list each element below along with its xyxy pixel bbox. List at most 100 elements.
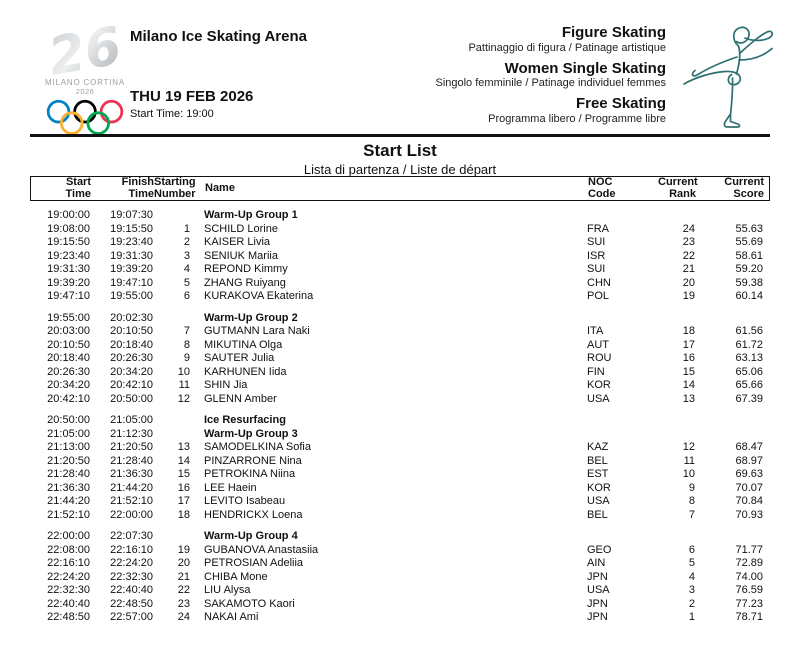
cell-rank: 19 bbox=[682, 290, 695, 302]
skater-row: 19:31:30 19:39:20 4 REPOND Kimmy SUI 21 59.20 bbox=[30, 263, 767, 277]
cell-start: 19:55:00 bbox=[47, 311, 90, 324]
cell-noc: USA bbox=[587, 392, 610, 405]
col-header-name: Name bbox=[205, 181, 235, 194]
page-title: Start List bbox=[363, 141, 437, 160]
cell-finish: 20:26:30 bbox=[110, 352, 153, 364]
cell-score: 76.59 bbox=[735, 584, 763, 596]
cell-number: 16 bbox=[177, 481, 190, 494]
cell-number: 22 bbox=[177, 584, 190, 596]
cell-finish: 21:05:00 bbox=[110, 414, 153, 426]
cell-finish: 22:32:30 bbox=[110, 570, 153, 583]
cell-number: 12 bbox=[177, 392, 190, 405]
cell-finish: 20:18:40 bbox=[110, 338, 153, 351]
cell-name: LIU Alysa bbox=[204, 584, 251, 596]
cell-noc: KOR bbox=[587, 379, 611, 391]
cell-number: 21 bbox=[177, 570, 190, 583]
cell-start: 19:08:00 bbox=[47, 222, 90, 235]
cell-number: 4 bbox=[183, 263, 190, 275]
cell-noc: AIN bbox=[587, 557, 606, 569]
cell-rank: 4 bbox=[688, 570, 695, 583]
cell-number: 14 bbox=[177, 454, 190, 467]
venue-title: Milano Ice Skating Arena bbox=[130, 28, 307, 45]
segment-title: Free Skating bbox=[575, 95, 666, 113]
cell-start: 22:08:00 bbox=[47, 543, 90, 556]
cell-finish: 19:47:10 bbox=[110, 276, 153, 289]
skater-row: 20:34:20 20:42:10 11 SHIN Jia KOR 14 65.66 bbox=[30, 379, 767, 393]
skater-row: 22:08:00 22:16:10 19 GUBANOVA Anastasiia GEO… bbox=[30, 544, 767, 558]
event-subtitle: Singolo femminile / Patinage individuel … bbox=[435, 77, 666, 90]
cell-finish: 20:50:00 bbox=[110, 392, 153, 405]
cell-start: 20:26:30 bbox=[47, 365, 90, 378]
cell-rank: 21 bbox=[682, 263, 695, 275]
cell-rank: 24 bbox=[682, 222, 695, 235]
cell-noc: JPN bbox=[587, 597, 608, 610]
cell-finish: 22:57:00 bbox=[110, 611, 153, 623]
event-header-block: Figure Skating Pattinaggio di figura / P… bbox=[435, 24, 666, 131]
cell-number: 15 bbox=[177, 468, 190, 480]
cell-noc: GEO bbox=[587, 543, 612, 556]
cell-score: 70.93 bbox=[735, 508, 763, 521]
logo-26-mark: 26 bbox=[32, 22, 138, 80]
cell-name: KARHUNEN Iida bbox=[204, 365, 287, 378]
cell-number: 20 bbox=[177, 557, 190, 569]
cell-start: 19:15:50 bbox=[47, 236, 90, 248]
cell-name: GUTMANN Lara Naki bbox=[204, 325, 310, 337]
cell-finish: 21:36:30 bbox=[110, 468, 153, 480]
cell-noc: POL bbox=[587, 290, 610, 302]
cell-start: 21:36:30 bbox=[47, 481, 90, 494]
cell-score: 65.06 bbox=[735, 365, 763, 378]
cell-start: 20:42:10 bbox=[47, 392, 90, 405]
cell-rank: 11 bbox=[683, 454, 695, 467]
cell-score: 77.23 bbox=[735, 597, 763, 610]
cell-noc: FRA bbox=[587, 222, 609, 235]
segment-subtitle: Programma libero / Programme libre bbox=[488, 113, 666, 125]
cell-rank: 8 bbox=[688, 495, 695, 507]
group-row: 21:05:00 21:12:30 Warm-Up Group 3 bbox=[30, 428, 767, 442]
skater-row: 21:28:40 21:36:30 15 PETROKINA Niina EST 10 69… bbox=[30, 468, 767, 482]
cell-start: 19:00:00 bbox=[47, 209, 90, 221]
cell-rank: 2 bbox=[688, 597, 695, 610]
table-header: Start Time Finish Time Starting Number Name… bbox=[30, 176, 770, 201]
cell-rank: 23 bbox=[682, 236, 695, 248]
cell-finish: 19:15:50 bbox=[110, 222, 153, 235]
skater-row: 19:15:50 19:23:40 2 KAISER Livia SUI 23 55.69 bbox=[30, 236, 767, 250]
cell-number: 17 bbox=[177, 495, 190, 507]
cell-start: 21:28:40 bbox=[47, 468, 90, 480]
cell-score: 74.00 bbox=[735, 570, 763, 583]
cell-name: Ice Resurfacing bbox=[204, 414, 286, 426]
cell-finish: 19:23:40 bbox=[110, 236, 153, 248]
header-divider bbox=[30, 134, 770, 137]
cell-noc: BEL bbox=[587, 454, 608, 467]
cell-noc: JPN bbox=[587, 611, 608, 623]
cell-name: LEVITO Isabeau bbox=[204, 495, 286, 507]
cell-name: KAISER Livia bbox=[204, 236, 271, 248]
cell-start: 20:18:40 bbox=[47, 352, 90, 364]
cell-finish: 22:48:50 bbox=[110, 597, 153, 610]
skater-row: 20:10:50 20:18:40 8 MIKUTINA Olga AUT 17 61.72 bbox=[30, 339, 767, 353]
cell-rank: 15 bbox=[682, 365, 695, 378]
skater-row: 21:36:30 21:44:20 16 LEE Haein KOR 9 70.07 bbox=[30, 482, 767, 496]
cell-name: SAUTER Julia bbox=[204, 352, 275, 364]
cell-start: 22:48:50 bbox=[47, 611, 90, 623]
cell-finish: 22:00:00 bbox=[110, 508, 153, 521]
cell-noc: FIN bbox=[587, 365, 605, 378]
cell-name: REPOND Kimmy bbox=[204, 263, 288, 275]
col-header-finish-time: Finish Time bbox=[121, 176, 154, 200]
cell-start: 22:16:10 bbox=[47, 557, 90, 569]
cell-number: 23 bbox=[177, 597, 190, 610]
skater-row: 19:08:00 19:15:50 1 SCHILD Lorine FRA 24 55.63 bbox=[30, 223, 767, 237]
logo-year: 2026 bbox=[75, 87, 95, 96]
skater-row: 19:47:10 19:55:00 6 KURAKOVA Ekaterina POL 19… bbox=[30, 290, 767, 304]
cell-number: 9 bbox=[183, 352, 190, 364]
cell-finish: 19:07:30 bbox=[110, 209, 153, 221]
cell-rank: 1 bbox=[688, 611, 695, 623]
cell-finish: 22:07:30 bbox=[110, 530, 153, 542]
cell-number: 2 bbox=[183, 236, 190, 248]
cell-number: 8 bbox=[183, 338, 190, 351]
cell-start: 19:23:40 bbox=[47, 249, 90, 262]
cell-name: CHIBA Mone bbox=[204, 570, 268, 583]
cell-rank: 18 bbox=[682, 325, 695, 337]
cell-number: 19 bbox=[177, 543, 190, 556]
cell-rank: 14 bbox=[682, 379, 695, 391]
